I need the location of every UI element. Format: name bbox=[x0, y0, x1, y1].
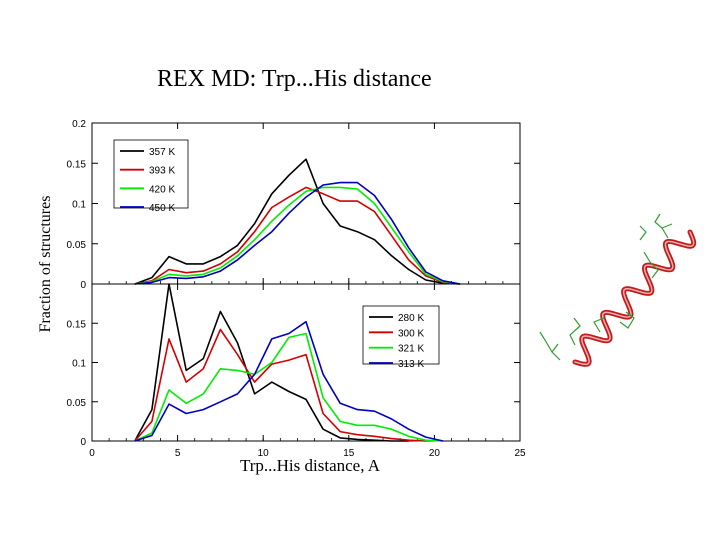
helix-illustration bbox=[539, 213, 697, 367]
series-line-300-k bbox=[134, 328, 426, 442]
y-tick-label: 0.1 bbox=[72, 359, 86, 370]
series-line-321-k bbox=[134, 332, 444, 442]
side-chain bbox=[639, 225, 647, 241]
y-tick-label: 0.1 bbox=[72, 200, 86, 211]
series-line-313-k bbox=[134, 320, 444, 442]
legend-label: 313 K bbox=[398, 359, 424, 370]
side-chain bbox=[539, 331, 561, 361]
side-chain bbox=[569, 317, 581, 346]
side-chain bbox=[654, 213, 673, 239]
legend-box bbox=[362, 305, 440, 365]
y-tick-label: 0.05 bbox=[67, 240, 87, 251]
legend-label: 420 K bbox=[149, 184, 175, 195]
x-tick-label: 5 bbox=[175, 448, 181, 459]
series-line-280-k bbox=[134, 283, 409, 442]
legend-label: 300 K bbox=[398, 328, 424, 339]
legend-label: 450 K bbox=[149, 203, 175, 214]
x-axis-title: Trp...His distance, A bbox=[240, 456, 381, 475]
y-tick-label: 0.15 bbox=[67, 159, 87, 170]
helix-ribbon bbox=[572, 229, 697, 367]
y-axis-title: Fraction of structures bbox=[37, 196, 54, 333]
y-tick-label: 0.05 bbox=[67, 398, 87, 409]
x-tick-label: 25 bbox=[514, 448, 526, 459]
side-chain bbox=[593, 317, 605, 333]
side-chain bbox=[643, 251, 659, 279]
series-line-450-k bbox=[134, 181, 461, 285]
x-axis-labels: 0 5 10 15 20 25 bbox=[89, 448, 526, 459]
x-tick-label: 0 bbox=[89, 448, 95, 459]
side-chain bbox=[619, 311, 635, 329]
legend-label: 393 K bbox=[149, 166, 175, 177]
plot-frame bbox=[91, 283, 521, 442]
x-tick-label: 15 bbox=[343, 448, 355, 459]
series-line-357-k bbox=[134, 158, 461, 285]
y-tick-label: 0.2 bbox=[72, 119, 86, 130]
slide-title: REX MD: Trp...His distance bbox=[157, 66, 432, 92]
series-line-420-k bbox=[134, 186, 461, 285]
legend-label: 357 K bbox=[149, 147, 175, 158]
x-tick-label: 20 bbox=[429, 448, 441, 459]
helix-highlight bbox=[574, 231, 695, 366]
y-tick-label: 0 bbox=[80, 280, 86, 291]
bottom-panel: 0 0.05 0.1 0.15 280 K 300 K 321 K 313 K bbox=[67, 283, 521, 448]
top-panel: 0 0.05 0.1 0.15 0.2 357 K 393 K 420 K 450 K bbox=[67, 119, 521, 291]
y-tick-label: 0.15 bbox=[67, 319, 87, 330]
x-tick-label: 10 bbox=[258, 448, 270, 459]
series-line-393-k bbox=[134, 186, 461, 285]
legend-label: 321 K bbox=[398, 344, 424, 355]
y-tick-label: 0 bbox=[80, 437, 86, 448]
legend-label: 280 K bbox=[398, 313, 424, 324]
